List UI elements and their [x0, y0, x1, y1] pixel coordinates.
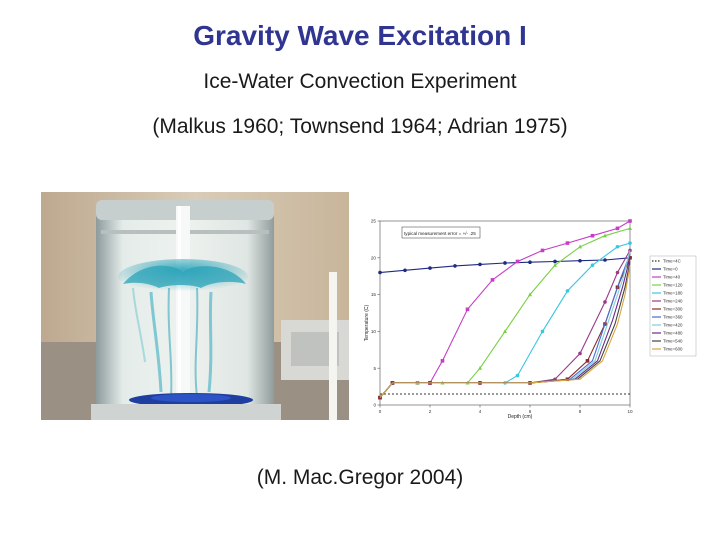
temperature-profile-chart: 0 2 4 6 8 10 0 5 10 15 20 25 Time=4C Time=0 Time=40 Ti…: [350, 213, 700, 421]
legend-label: Time=300: [663, 307, 683, 312]
series-time-0: [378, 256, 632, 275]
series-time-600: [379, 265, 631, 398]
chart-series: [378, 219, 632, 400]
legend-label: Time=4C: [663, 259, 681, 264]
x-tick-label: 8: [579, 409, 582, 414]
y-tick-label: 25: [371, 219, 377, 224]
data-point: [528, 292, 532, 297]
data-point: [515, 373, 520, 378]
x-tick-label: 0: [379, 409, 382, 414]
x-axis-label: Depth (cm): [508, 414, 533, 420]
legend-label: Time=480: [663, 331, 683, 336]
data-point: [603, 233, 607, 238]
data-point: [440, 359, 445, 363]
data-point: [378, 395, 382, 400]
data-point: [603, 300, 607, 304]
x-tick-label: 2: [429, 409, 432, 414]
data-point: [615, 226, 620, 231]
data-point: [540, 329, 545, 334]
data-point: [503, 329, 507, 333]
plot-frame: [379, 220, 631, 406]
legend-label: Time=120: [663, 283, 683, 288]
data-point: [590, 263, 595, 267]
x-tick-label: 6: [529, 409, 532, 414]
ice-water-tank-photo: [41, 192, 349, 420]
data-point: [578, 351, 582, 356]
data-point: [528, 260, 532, 265]
y-tick-label: 10: [371, 329, 377, 334]
data-point: [553, 259, 557, 264]
series-line: [379, 265, 631, 398]
y-tick-label: 20: [371, 255, 377, 260]
data-point: [378, 270, 382, 275]
data-point: [590, 233, 595, 238]
chart-axes: 0 2 4 6 8 10 0 5 10 15 20 25: [371, 219, 633, 414]
legend-label: Time=0: [663, 267, 678, 272]
data-point: [615, 244, 620, 249]
inset-label-text: typical measurement error = +/- .25: [404, 231, 476, 236]
data-point: [615, 270, 620, 275]
data-point: [490, 278, 495, 282]
data-point: [565, 289, 570, 293]
slide-credit: (M. Mac.Gregor 2004): [256, 466, 464, 489]
y-tick-label: 5: [373, 366, 376, 371]
legend-label: Time=360: [663, 315, 683, 320]
data-point: [553, 262, 557, 267]
legend-label: Time=240: [663, 299, 683, 304]
data-point: [503, 261, 507, 265]
chart-inset-label: typical measurement error = +/- .25: [401, 226, 481, 239]
slide-title: Gravity Wave Excitation I: [193, 20, 527, 51]
slide-subtitle: Ice-Water Convection Experiment: [203, 70, 517, 93]
x-tick-label: 10: [627, 409, 633, 414]
data-point: [465, 307, 470, 312]
data-point: [628, 256, 632, 260]
y-axis-label: Temperature (C): [364, 304, 370, 341]
data-point: [403, 268, 407, 273]
x-tick-label: 4: [479, 409, 482, 414]
data-point: [453, 264, 457, 268]
data-point: [478, 262, 482, 267]
legend-label: Time=180: [663, 291, 683, 296]
data-point: [628, 241, 632, 245]
data-point: [578, 258, 582, 263]
slide-citation: (Malkus 1960; Townsend 1964; Adrian 1975…: [152, 115, 568, 138]
data-point: [540, 248, 545, 253]
data-point: [628, 219, 632, 223]
chart-legend: Time=4C Time=0 Time=40 Time=120 Time=180 Time…: [649, 255, 697, 357]
chart-background: [350, 213, 700, 421]
legend-label: Time=40: [663, 275, 681, 280]
legend-frame: [649, 255, 697, 357]
tank-photo-svg: [41, 192, 349, 420]
legend-label: Time=600: [663, 347, 683, 352]
legend-label: Time=540: [663, 339, 683, 344]
data-point: [515, 259, 520, 264]
y-tick-label: 15: [371, 292, 377, 297]
data-point: [428, 266, 432, 270]
data-point: [565, 241, 570, 245]
data-point: [585, 359, 590, 363]
legend-label: Time=420: [663, 323, 683, 328]
data-point: [578, 244, 582, 249]
data-point: [603, 258, 607, 262]
data-point: [628, 226, 632, 230]
y-tick-label: 0: [373, 403, 376, 408]
data-point: [478, 366, 482, 370]
